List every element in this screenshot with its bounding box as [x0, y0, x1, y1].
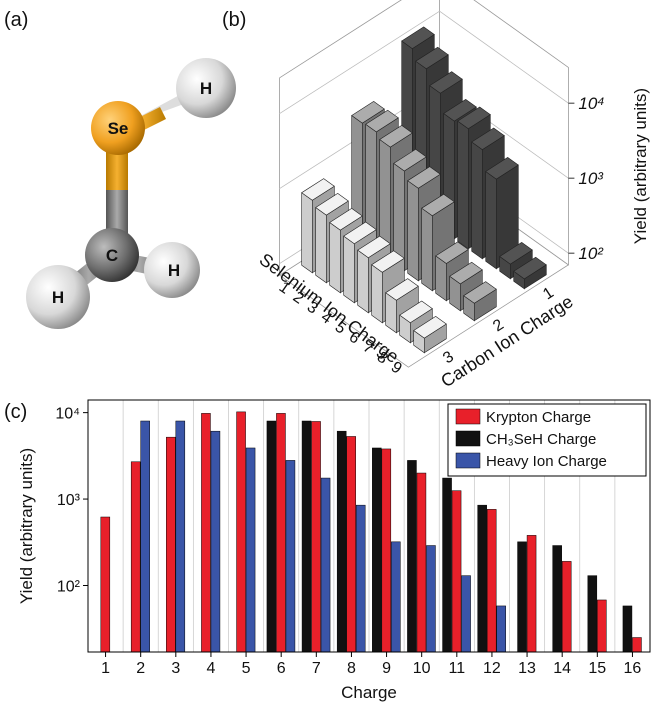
x-tick-label: 5	[242, 660, 251, 677]
x-tick-label: 1	[101, 660, 110, 677]
bar	[632, 638, 641, 652]
bar	[553, 546, 562, 652]
bar-face	[316, 208, 327, 283]
x-tick-label: 8	[347, 660, 356, 677]
z-axis-label: Yield (arbitrary units)	[631, 88, 650, 244]
bar-face	[344, 236, 355, 303]
legend-swatch	[456, 409, 480, 424]
atom-label: H	[52, 288, 64, 307]
legend-swatch	[456, 453, 480, 468]
bar	[131, 462, 140, 652]
bar	[382, 449, 391, 652]
x-tick-label: 11	[449, 660, 466, 677]
y-axis-label: Yield (arbitrary units)	[17, 448, 36, 604]
figure-canvas: (a) (b) (c) Se H C H H 10² 10³ 10⁴ Yield (a…	[0, 0, 656, 705]
z-tick-label: 10⁴	[578, 94, 604, 113]
panel-label: (a)	[4, 9, 28, 31]
figure: (a) (b) (c) Se H C H H 10² 10³ 10⁴ Yield (a…	[0, 0, 656, 705]
legend-swatch	[456, 431, 480, 446]
atom-label: H	[168, 261, 180, 280]
bar-face	[486, 172, 497, 269]
bar	[211, 431, 220, 652]
x-tick-label: 12	[483, 660, 501, 677]
x-tick-label: 15	[588, 660, 606, 677]
bar	[276, 413, 285, 652]
bar	[337, 431, 346, 652]
bar-face	[472, 142, 483, 259]
panel-label: (b)	[222, 9, 246, 31]
bar	[101, 517, 110, 652]
x-tick-label: 6	[277, 660, 286, 677]
x-tick-label: 7	[312, 660, 321, 677]
panel-label: (c)	[4, 401, 27, 423]
bar	[623, 606, 632, 652]
x-tick-label: 13	[518, 660, 536, 677]
bar-face	[458, 121, 469, 249]
bar	[562, 561, 571, 652]
bar-face	[330, 223, 341, 293]
y-tick-label: 10³	[57, 492, 81, 509]
x-tick-label: 10	[413, 660, 431, 677]
bar	[237, 412, 246, 652]
bar-face	[422, 208, 433, 291]
bar-face	[408, 181, 419, 281]
bar	[286, 460, 295, 652]
bar	[417, 473, 426, 652]
molecule: Se H C H H	[26, 58, 236, 329]
bar	[497, 606, 506, 652]
legend-label: Heavy Ion Charge	[486, 453, 607, 470]
x-tick-label: 9	[382, 660, 391, 677]
bar	[201, 413, 210, 652]
atom-label: Se	[108, 119, 129, 138]
bar	[597, 600, 606, 652]
x-axis-label: Charge	[341, 683, 397, 702]
bar	[407, 460, 416, 652]
bar	[588, 576, 597, 652]
bar	[141, 421, 150, 652]
bar	[302, 421, 311, 652]
bar	[347, 436, 356, 652]
bar-face	[302, 193, 313, 273]
bar	[487, 509, 496, 652]
x-tick-label: 2	[136, 660, 145, 677]
bar	[166, 437, 175, 652]
bar	[426, 546, 435, 652]
bar	[372, 448, 381, 652]
bar	[391, 542, 400, 652]
bar	[478, 505, 487, 652]
x-tick-label: 14	[553, 660, 571, 677]
bar-face	[358, 250, 369, 313]
x-tick-label: 3	[171, 660, 180, 677]
bar	[452, 491, 461, 652]
z-tick-label: 10²	[578, 244, 604, 263]
y-tick-label: 10⁴	[55, 406, 80, 423]
bar	[443, 478, 452, 652]
atom-label: C	[106, 246, 118, 265]
y-tick-label: 10²	[57, 578, 81, 595]
bar	[462, 576, 471, 652]
atom-label: H	[200, 79, 212, 98]
bar	[356, 505, 365, 652]
legend-label: Krypton Charge	[486, 409, 591, 426]
bar	[176, 421, 185, 652]
bar-face	[372, 265, 383, 323]
x-tick-label: 4	[206, 660, 215, 677]
x-tick-label: 16	[624, 660, 642, 677]
bar	[527, 535, 536, 652]
legend-label: CH₃SeH Charge	[486, 431, 596, 448]
bar	[246, 448, 255, 652]
bar	[518, 542, 527, 652]
bar	[312, 421, 321, 652]
z-tick-label: 10³	[578, 169, 604, 188]
bar	[321, 478, 330, 652]
bar	[267, 421, 276, 652]
